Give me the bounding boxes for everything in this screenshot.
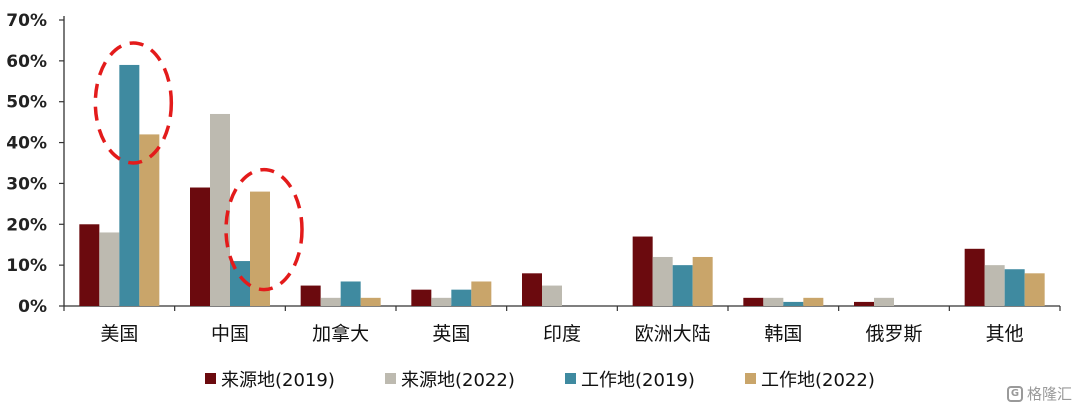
y-tick-label: 20% — [6, 215, 47, 235]
bar — [451, 289, 472, 306]
y-tick-label: 10% — [6, 256, 47, 276]
bar — [1024, 273, 1045, 306]
y-tick-label: 50% — [6, 93, 47, 113]
bars — [79, 64, 1045, 306]
watermark-logo-icon: G — [1006, 385, 1023, 402]
bar — [743, 297, 764, 306]
bar — [471, 281, 492, 306]
y-tick-label: 40% — [6, 134, 47, 154]
bar — [763, 297, 784, 306]
bar — [300, 285, 321, 306]
bar — [320, 297, 341, 306]
legend-swatch — [745, 373, 756, 384]
bar — [360, 297, 381, 306]
bar — [210, 113, 230, 306]
legend: 来源地(2019) 来源地(2022) 工作地(2019) 工作地(2022) — [205, 370, 875, 391]
bar — [672, 265, 693, 306]
bar — [964, 248, 985, 306]
annotations — [93, 41, 304, 292]
bar — [250, 191, 270, 306]
highlight-ellipse — [93, 41, 174, 165]
x-category-label: 欧洲大陆 — [635, 323, 711, 345]
bar — [803, 297, 824, 306]
watermark: G 格隆汇 — [1006, 383, 1072, 404]
bar — [692, 256, 713, 306]
legend-label: 工作地(2019) — [581, 370, 695, 391]
bar — [99, 232, 120, 306]
x-category-label: 其他 — [986, 323, 1024, 345]
x-category-label: 英国 — [432, 323, 470, 345]
x-category-label: 美国 — [100, 323, 138, 345]
y-tick-label: 30% — [6, 174, 47, 194]
axes: 0% 10% 20% 30% 40% 50% 60% 70% 美国 中国 加拿大 英国 印度 欧洲大陆 韩国… — [6, 11, 1061, 345]
y-tick-label: 70% — [6, 11, 47, 31]
legend-swatch — [385, 373, 396, 384]
bar — [783, 301, 804, 306]
bar — [190, 187, 210, 306]
legend-label: 工作地(2022) — [761, 370, 875, 391]
x-category-label: 印度 — [543, 323, 581, 345]
bar — [139, 134, 160, 306]
x-category-label: 俄罗斯 — [865, 323, 922, 345]
legend-swatch — [205, 373, 216, 384]
bar — [119, 64, 140, 306]
y-tick-label: 60% — [6, 52, 47, 72]
legend-swatch — [565, 373, 576, 384]
watermark-text: 格隆汇 — [1026, 385, 1072, 403]
x-category-label: 中国 — [211, 323, 249, 345]
bar — [522, 273, 542, 306]
bar — [652, 256, 673, 306]
bar — [340, 281, 361, 306]
bar — [411, 289, 432, 306]
bar — [431, 297, 452, 306]
legend-label: 来源地(2022) — [401, 370, 515, 391]
x-category-label: 加拿大 — [312, 322, 369, 345]
bar — [230, 261, 250, 306]
legend-label: 来源地(2019) — [221, 370, 335, 391]
bar — [542, 285, 562, 306]
x-category-label: 韩国 — [764, 323, 802, 345]
bar — [854, 301, 874, 306]
bar — [1004, 269, 1025, 306]
bar — [984, 265, 1005, 306]
bar — [632, 236, 653, 306]
highlight-ellipse — [224, 167, 304, 292]
bar — [79, 224, 100, 306]
y-tick-label: 0% — [18, 297, 47, 317]
bar — [874, 297, 894, 306]
